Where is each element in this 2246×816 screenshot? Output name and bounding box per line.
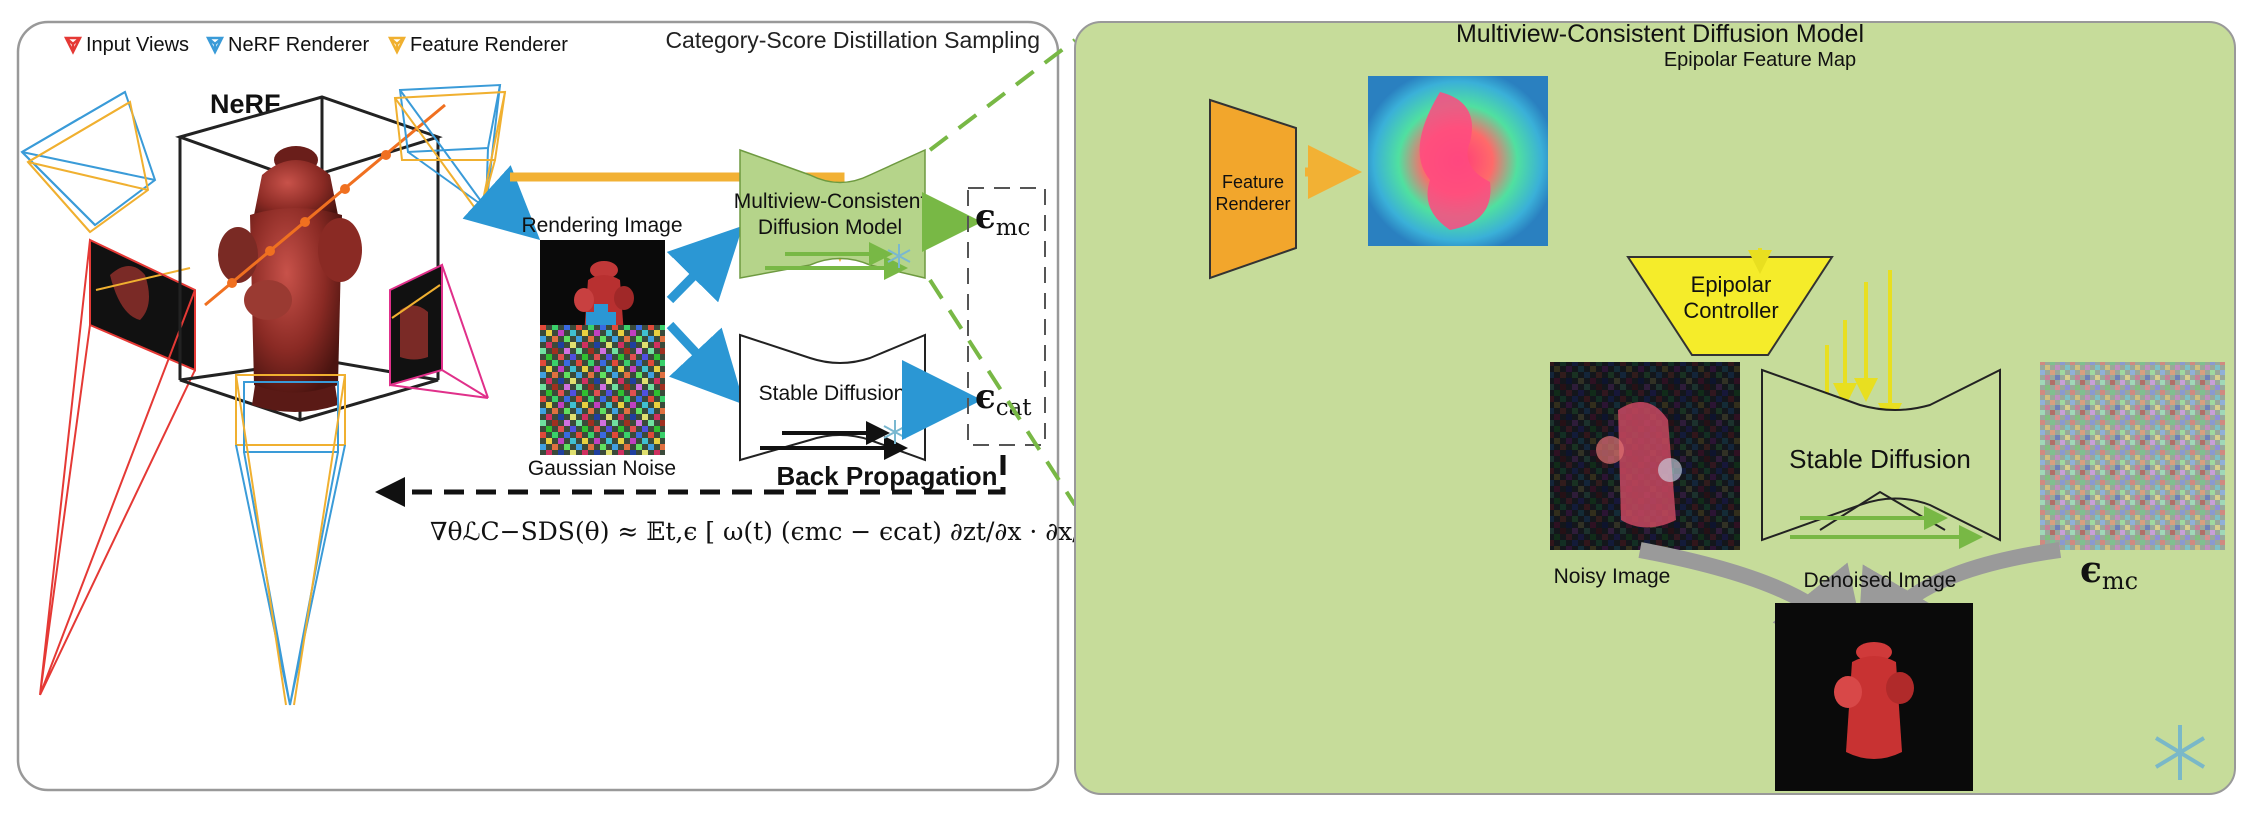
right-panel-title: Multiview-Consistent Diffusion Model	[1456, 20, 1864, 48]
eps-cat-symbol: ϵ	[975, 377, 996, 417]
feature-renderer-line1: Feature	[1222, 172, 1284, 192]
epipolar-controller-line1: Epipolar	[1691, 272, 1772, 297]
eps-mc-right-sub: mc	[2102, 567, 2138, 595]
nerf-label: NeRF	[210, 89, 281, 119]
arrow-to-rendering	[462, 165, 541, 241]
rendering-image-label: Rendering Image	[521, 214, 682, 237]
back-propagation-label: Back Propagation	[776, 461, 997, 491]
arrow-to-mvcd	[666, 225, 743, 304]
loss-formula: ∇θℒC−SDS(θ) ≈ 𝔼t,ϵ [ ω(t) (ϵmc − ϵcat) ∂…	[430, 517, 1126, 546]
sd-block-right	[1761, 368, 2001, 542]
eps-mc-label: ϵmc	[975, 197, 1030, 241]
nerf-renderer-icon	[205, 36, 225, 55]
epipolar-feature-map	[1368, 76, 1548, 246]
mvcd-label-line2: Diffusion Model	[758, 216, 902, 239]
snowflake-icon	[887, 244, 911, 268]
input-views-icon	[63, 36, 83, 55]
eps-mc-symbol: ϵ	[975, 197, 996, 237]
back-propagation-arrow	[375, 455, 1006, 507]
legend: Input Views NeRF Renderer Feature Render…	[63, 34, 568, 56]
gaussian-noise-image	[540, 325, 665, 455]
input-view-left	[39, 238, 196, 696]
gaussian-noise-label: Gaussian Noise	[528, 457, 676, 480]
noisy-image-label: Noisy Image	[1554, 565, 1671, 588]
eps-dashed-box	[967, 187, 1046, 446]
zoom-connector-top	[928, 38, 1077, 152]
zoom-connector-bottom	[928, 278, 1077, 507]
sd-label-right: Stable Diffusion	[1789, 444, 1971, 474]
camera-bottom	[235, 374, 346, 706]
eps-mc-right-symbol: ϵ	[2080, 549, 2102, 591]
predicted-noise-image	[2040, 362, 2225, 550]
left-panel-title: Category-Score Distillation Sampling	[665, 27, 1040, 53]
epipolar-feature-map-label: Epipolar Feature Map	[1664, 49, 1856, 71]
snowflake-icon-right	[2154, 725, 2206, 780]
feature-renderer-icon	[387, 36, 407, 55]
mvcd-label-line1: Multiview-Consistent	[734, 190, 927, 213]
legend-input-views: Input Views	[86, 34, 189, 56]
arrow-to-sd	[666, 321, 745, 405]
input-view-right	[389, 263, 489, 399]
epipolar-controller-line2: Controller	[1683, 298, 1778, 323]
denoised-image	[1775, 603, 1973, 791]
camera-top-left	[20, 90, 157, 234]
sd-label-left: Stable Diffusion	[759, 382, 906, 405]
eps-mc-sub: mc	[996, 215, 1031, 241]
noisy-image	[1550, 362, 1740, 550]
camera-ray	[204, 103, 446, 307]
feature-renderer-block	[1209, 98, 1297, 280]
legend-feature-renderer: Feature Renderer	[410, 34, 568, 56]
denoised-image-label: Denoised Image	[1804, 569, 1957, 592]
feature-renderer-line2: Renderer	[1215, 194, 1290, 214]
legend-nerf-renderer: NeRF Renderer	[228, 34, 370, 56]
eps-mc-right-label: ϵmc	[2080, 549, 2138, 595]
